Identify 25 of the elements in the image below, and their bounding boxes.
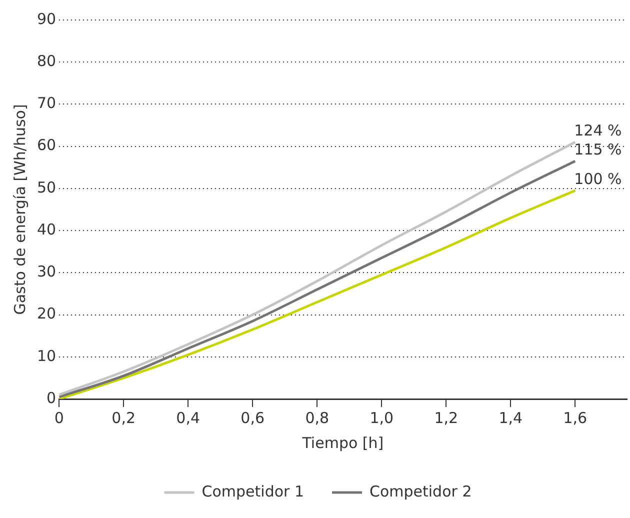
y-tick-label: 0 [46,388,56,407]
x-tick-label: 0,6 [240,408,265,427]
legend-label: Competidor 1 [202,482,304,500]
y-tick-label: 40 [36,220,56,238]
y-tick-label: 70 [36,94,56,112]
x-tick-label: 0,2 [112,408,136,427]
x-tick-label: 1,2 [434,408,458,427]
x-tick-label: 0,8 [305,408,330,427]
annotation: 100 % [574,170,622,188]
annotation: 124 % [574,122,622,140]
annotation: 115 % [574,140,622,158]
y-tick-label: 30 [36,262,56,281]
y-axis-title: Gasto de energía [Wh/huso] [10,104,29,315]
y-tick-label: 50 [36,178,56,196]
y-tick-label: 80 [36,52,56,70]
y-tick-label: 60 [36,136,56,154]
y-tick-label: 20 [36,304,56,323]
x-tick-label: 1,4 [498,408,523,427]
y-tick-label: 90 [36,10,56,28]
x-tick-label: 1,0 [370,408,394,427]
x-tick-label: 1,6 [563,408,588,427]
legend-label: Competidor 2 [370,482,472,500]
x-tick-label: 0,4 [176,408,200,427]
y-tick-label: 10 [36,346,56,365]
x-axis-title: Tiempo [h] [301,434,384,452]
